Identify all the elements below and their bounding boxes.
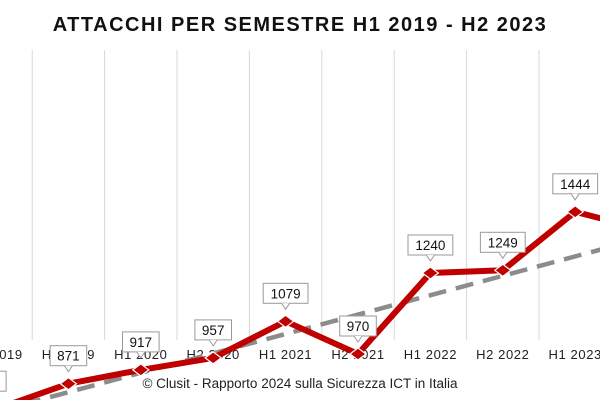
- data-label-box: [0, 370, 7, 392]
- data-label: 1240: [415, 238, 445, 253]
- data-label: 1079: [271, 286, 301, 301]
- data-label-pointer: [425, 254, 435, 262]
- data-label: 957: [202, 323, 225, 338]
- x-tick-label: H1 2023: [549, 347, 600, 362]
- data-label-pointer: [498, 252, 508, 260]
- x-tick-label: H1 2022: [404, 347, 457, 362]
- data-point: [276, 314, 295, 329]
- data-label-pointer: [63, 365, 73, 373]
- data-point: [131, 363, 150, 377]
- data-point: [204, 351, 223, 365]
- series-line: [13, 208, 600, 400]
- data-point: [566, 205, 585, 219]
- data-label-pointer: [570, 193, 580, 201]
- data-label: 917: [130, 335, 153, 350]
- data-label: 871: [57, 349, 80, 364]
- x-tick-label: H1 2019: [0, 347, 23, 362]
- data-point: [493, 263, 512, 278]
- data-label: 1444: [560, 177, 591, 192]
- data-label: 1249: [488, 235, 518, 250]
- data-label: 970: [347, 319, 370, 334]
- data-label-pointer: [208, 339, 218, 347]
- chart-title: ATTACCHI PER SEMESTRE H1 2019 - H2 2023: [52, 14, 548, 36]
- data-point: [349, 347, 367, 361]
- data-point: [421, 266, 440, 280]
- data-point: [59, 376, 78, 391]
- copyright-footer: © Clusit - Rapporto 2024 sulla Sicurezza…: [142, 376, 458, 391]
- data-label-pointer: [353, 335, 363, 343]
- data-label-pointer: [281, 303, 291, 311]
- trendline: [30, 247, 600, 400]
- x-tick-label: H1 2021: [259, 347, 312, 362]
- x-tick-label: H2 2022: [476, 347, 529, 362]
- data-label-pointer: [136, 351, 146, 359]
